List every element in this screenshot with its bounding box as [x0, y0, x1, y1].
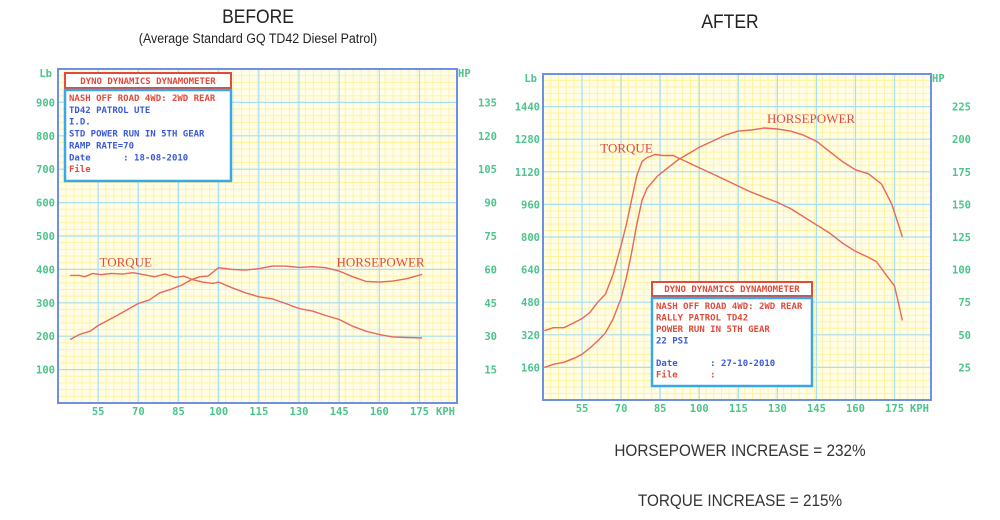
y-right-tick: 135	[478, 97, 497, 109]
y-left-tick: 900	[36, 97, 55, 109]
x-tick: 55	[92, 406, 105, 418]
x-tick: 130	[290, 406, 309, 418]
y-right-tick: 100	[952, 265, 971, 277]
y-left-tick: 640	[521, 265, 540, 277]
y-right-tick: 15	[484, 365, 497, 377]
info-box-header-text: DYNO DYNAMICS DYNAMOMETER	[80, 77, 216, 87]
y-left-tick: 160	[521, 362, 540, 374]
info-box-line: Date : 27-10-2010	[656, 359, 775, 369]
y-right-tick: 50	[958, 330, 971, 342]
torque-curve	[70, 265, 423, 283]
horsepower-curve	[544, 127, 904, 369]
y-right-tick: 125	[952, 232, 971, 244]
y-left-tick: 600	[36, 198, 55, 210]
info-box-line: NASH OFF ROAD 4WD: 2WD REAR	[656, 302, 803, 312]
y-right-tick: 75	[484, 231, 497, 243]
before-chart: Lb HP 100 200 300 400 500 600 700 800 900 15 30 45 60 7…	[36, 68, 497, 418]
after-chart: Lb HP 160 320 480 640 800 960 1120 1280 1440 25 50 75…	[515, 73, 971, 415]
plot-frame	[542, 73, 932, 401]
x-tick: 85	[172, 406, 185, 418]
y-right-tick: 75	[958, 297, 971, 309]
torque-label: TORQUE	[600, 140, 653, 155]
x-tick: 130	[768, 403, 787, 415]
info-box-line: POWER RUN IN 5TH GEAR	[656, 325, 770, 335]
y-left-tick: 100	[36, 365, 55, 377]
y-right-tick: 200	[952, 134, 971, 146]
dyno-info-box: DYNO DYNAMICS DYNAMOMETER NASH OFF ROAD 4…	[63, 72, 233, 183]
x-tick: 70	[615, 403, 628, 415]
x-tick: 70	[132, 406, 145, 418]
info-box-body	[63, 88, 233, 183]
info-box-line: File :	[656, 370, 716, 381]
after-title: AFTER	[701, 12, 759, 33]
x-axis-label: KPH	[436, 406, 455, 418]
torque-curve	[544, 153, 904, 332]
info-box-line: NASH OFF ROAD 4WD: 2WD REAR	[69, 94, 216, 104]
info-box-header	[64, 72, 232, 89]
y-left-tick: 800	[521, 232, 540, 244]
info-box-header	[651, 281, 813, 297]
y-left-tick: 1280	[515, 134, 540, 146]
horsepower-increase-text: HORSEPOWER INCREASE = 232%	[614, 441, 866, 460]
x-tick: 55	[576, 403, 589, 415]
y-left-tick: 320	[521, 330, 540, 342]
y-left-axis-label: Lb	[39, 68, 52, 80]
x-axis-label: KPH	[910, 403, 929, 415]
y-left-tick: 1120	[515, 167, 540, 179]
horsepower-label: HORSEPOWER	[336, 255, 424, 270]
y-right-tick: 105	[478, 164, 497, 176]
y-right-axis-label: HP	[932, 73, 945, 85]
y-left-tick: 800	[36, 131, 55, 143]
y-right-tick: 25	[958, 362, 971, 374]
before-title: BEFORE	[222, 7, 294, 28]
y-right-tick: 30	[484, 331, 497, 343]
dyno-info-box: DYNO DYNAMICS DYNAMOMETER NASH OFF ROAD 4…	[650, 281, 814, 388]
y-right-tick: 90	[484, 198, 497, 210]
plot-frame	[57, 68, 458, 404]
info-box-body	[650, 296, 814, 388]
y-left-tick: 700	[36, 164, 55, 176]
x-tick: 85	[654, 403, 667, 415]
x-tick: 175	[885, 403, 904, 415]
horsepower-label: HORSEPOWER	[767, 111, 855, 126]
info-box-line: 22 PSI	[656, 336, 689, 346]
y-left-axis-label: Lb	[524, 73, 537, 85]
x-tick: 160	[370, 406, 389, 418]
y-right-tick: 60	[484, 264, 497, 276]
y-right-tick: 225	[952, 102, 971, 114]
info-box-line: File	[69, 164, 91, 175]
horsepower-curve	[69, 278, 423, 341]
info-box-line: STD POWER RUN IN 5TH GEAR	[69, 130, 205, 140]
y-left-tick: 300	[36, 298, 55, 310]
x-tick: 145	[807, 403, 826, 415]
before-subtitle: (Average Standard GQ TD42 Diesel Patrol)	[138, 31, 378, 46]
y-left-tick: 200	[36, 331, 55, 343]
x-tick: 100	[209, 406, 228, 418]
torque-increase-text: TORQUE INCREASE = 215%	[637, 491, 843, 510]
y-left-tick: 960	[521, 199, 540, 211]
y-left-tick: 1440	[515, 102, 540, 114]
info-box-line: Date : 18-08-2010	[69, 153, 188, 163]
info-box-line: TD42 PATROL UTE	[69, 106, 150, 116]
x-tick: 175	[410, 406, 429, 418]
y-left-tick: 500	[36, 231, 55, 243]
y-right-tick: 175	[952, 167, 971, 179]
x-tick: 145	[330, 406, 349, 418]
y-left-tick: 400	[36, 264, 55, 276]
info-box-line: RAMP RATE=70	[69, 141, 134, 151]
x-tick: 100	[690, 403, 709, 415]
torque-label: TORQUE	[100, 255, 153, 270]
y-right-tick: 150	[952, 199, 971, 211]
x-tick: 115	[729, 403, 748, 415]
y-left-tick: 480	[521, 297, 540, 309]
y-right-tick: 45	[484, 298, 497, 310]
x-tick: 160	[846, 403, 865, 415]
y-right-tick: 120	[478, 131, 497, 143]
y-right-axis-label: HP	[458, 68, 471, 80]
x-tick: 115	[249, 406, 268, 418]
info-box-line: RALLY PATROL TD42	[656, 313, 748, 323]
info-box-line: I.D.	[69, 118, 91, 128]
info-box-header-text: DYNO DYNAMICS DYNAMOMETER	[664, 285, 800, 295]
